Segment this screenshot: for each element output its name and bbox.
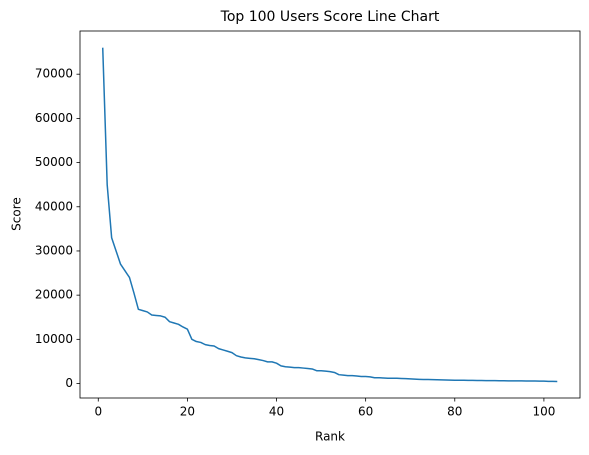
y-tick-label: 70000 — [35, 67, 73, 81]
y-tick-label: 0 — [65, 376, 73, 390]
x-tick-label: 20 — [180, 405, 195, 419]
y-tick-label: 60000 — [35, 111, 73, 125]
plot-frame — [79, 30, 581, 399]
y-axis-label: Score — [10, 197, 24, 231]
x-axis-label: Rank — [315, 430, 345, 444]
x-tick-label: 100 — [532, 405, 555, 419]
x-tick-label: 60 — [358, 405, 373, 419]
y-tick-label: 10000 — [35, 332, 73, 346]
x-tick-label: 40 — [269, 405, 284, 419]
y-tick-label: 20000 — [35, 288, 73, 302]
y-tick-label: 30000 — [35, 243, 73, 257]
y-tick-label: 50000 — [35, 155, 73, 169]
chart-title: Top 100 Users Score Line Chart — [220, 9, 440, 25]
x-tick-label: 0 — [94, 405, 102, 419]
y-tick-label: 40000 — [35, 199, 73, 213]
line-series — [101, 47, 558, 383]
x-tick-label: 80 — [447, 405, 462, 419]
